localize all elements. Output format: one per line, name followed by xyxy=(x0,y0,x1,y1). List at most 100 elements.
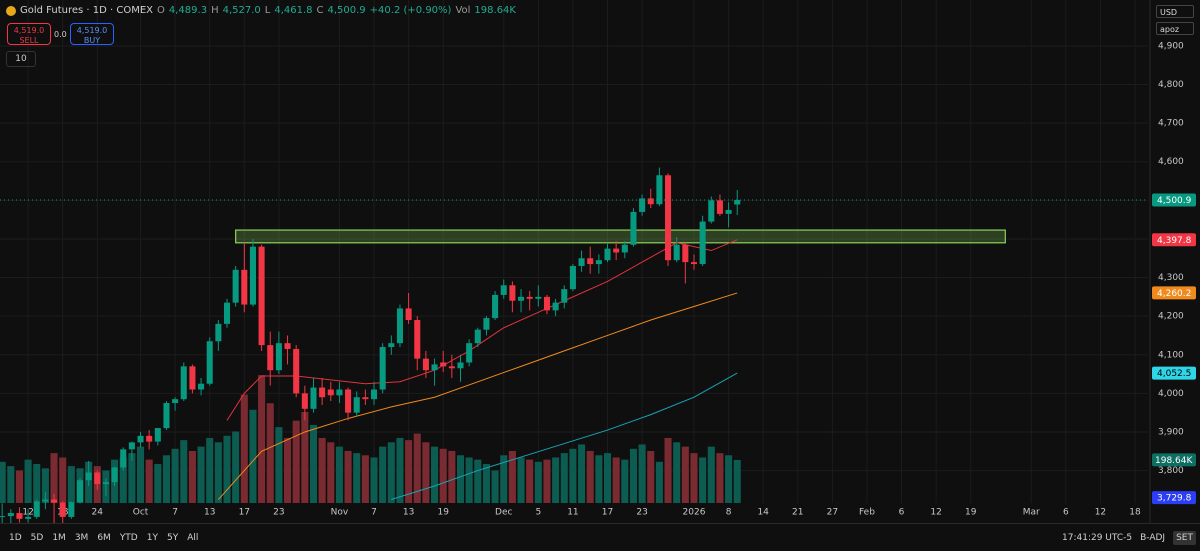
volume-bar xyxy=(578,444,586,503)
x-tick-label: 12 xyxy=(1095,508,1106,518)
candle-body xyxy=(483,318,490,330)
vol-value: 198.64K xyxy=(474,5,516,16)
change: +40.2 (+0.90%) xyxy=(369,5,452,16)
candle-body xyxy=(146,435,153,442)
volume-bar xyxy=(517,457,525,503)
candle-body xyxy=(405,308,412,321)
candle-body xyxy=(189,366,196,390)
x-tick-label: 2026 xyxy=(683,508,706,518)
candle-body xyxy=(543,296,551,311)
range-button[interactable]: 3M xyxy=(74,533,89,543)
volume-bar xyxy=(214,442,222,503)
candle-body xyxy=(639,198,646,212)
candle-body xyxy=(500,285,507,295)
symbol[interactable]: Gold Futures · 1D · COMEX xyxy=(20,5,154,16)
volume-bar xyxy=(431,446,439,503)
volume-bar xyxy=(171,448,179,503)
zone xyxy=(235,229,1006,244)
candle-body xyxy=(561,289,568,303)
volume-bar xyxy=(206,437,214,503)
ohlc-value: 4,461.8 xyxy=(274,5,313,16)
volume-bar xyxy=(284,437,292,503)
price-tag-label: 4,052.5 xyxy=(1157,369,1191,379)
candle-body xyxy=(388,343,395,348)
candle-body xyxy=(267,345,274,371)
range-button[interactable]: 1Y xyxy=(146,533,158,543)
candle-body xyxy=(163,403,170,429)
y-tick-label: 4,800 xyxy=(1158,80,1184,90)
y-tick-label: 4,600 xyxy=(1158,157,1184,167)
candle-body xyxy=(215,323,222,342)
buy-label: BUY xyxy=(83,36,101,45)
volume-bar xyxy=(638,444,646,503)
volume-bar xyxy=(655,461,663,503)
price-tag xyxy=(1152,286,1196,300)
currency[interactable]: USD xyxy=(1156,5,1194,18)
volume-bar xyxy=(180,440,188,503)
range-button[interactable]: All xyxy=(187,533,199,543)
volume-bar xyxy=(258,375,266,503)
symbol-icon xyxy=(6,5,16,16)
x-tick-label: 24 xyxy=(92,508,104,518)
sell-button[interactable]: 4,519.0 SELL xyxy=(7,23,51,45)
candle-body xyxy=(422,358,429,371)
candle-body xyxy=(535,296,542,299)
candle-body xyxy=(509,285,516,301)
volume-bar xyxy=(7,466,15,503)
candle-body xyxy=(362,397,369,400)
candle-body xyxy=(293,348,300,394)
volume-bar xyxy=(301,411,309,503)
volume-bar xyxy=(249,409,257,503)
x-tick-label: Feb xyxy=(859,508,875,518)
session[interactable]: SET xyxy=(1173,531,1196,545)
sell-price: 4,519.0 xyxy=(13,26,45,35)
y-tick-label: 4,900 xyxy=(1158,41,1184,51)
spread: 0.0 xyxy=(54,30,67,39)
volume-bar xyxy=(543,459,551,503)
range-button[interactable]: YTD xyxy=(119,533,138,543)
candle-body xyxy=(0,516,6,518)
volume-bar xyxy=(603,453,612,503)
range-button[interactable]: 1M xyxy=(52,533,66,543)
candle-body xyxy=(345,389,352,413)
range-button[interactable]: 6M xyxy=(97,533,111,543)
volume-bar xyxy=(586,450,594,503)
candle-body xyxy=(682,244,689,263)
candle-body xyxy=(630,211,637,245)
candle-body xyxy=(102,482,109,485)
candle-body xyxy=(301,393,308,409)
x-tick-label: 14 xyxy=(757,508,769,518)
x-tick-label: 6 xyxy=(1063,508,1069,518)
price-tag-label: 4,500.9 xyxy=(1157,196,1192,206)
volume-bar xyxy=(353,453,361,503)
range-button[interactable]: 1D xyxy=(9,533,22,543)
volume-bar xyxy=(465,457,473,503)
volume-bar xyxy=(733,459,741,503)
range-button[interactable]: 5D xyxy=(30,533,44,543)
candle-body xyxy=(16,513,23,519)
unit[interactable]: apoz xyxy=(1156,22,1194,35)
candle-body xyxy=(466,343,473,363)
y-tick-label: 3,800 xyxy=(1158,466,1184,476)
volume-bar xyxy=(15,470,23,503)
volume-bar xyxy=(223,435,231,503)
volume-bar xyxy=(448,450,456,503)
volume-bar xyxy=(612,457,620,503)
moving-average xyxy=(391,372,738,501)
buy-button[interactable]: 4,519.0 BUY xyxy=(70,23,114,45)
adjustment[interactable]: B-ADJ xyxy=(1140,533,1166,543)
x-tick-label: 19 xyxy=(965,508,977,518)
volume-bar xyxy=(162,455,170,503)
volume-bar xyxy=(725,455,733,503)
volume-bar xyxy=(716,453,724,503)
candle-body xyxy=(604,248,611,261)
x-tick-label: 27 xyxy=(827,508,838,518)
candle-body xyxy=(656,175,663,205)
range-button[interactable]: 5Y xyxy=(166,533,179,543)
indicators-toggle[interactable]: 10 xyxy=(6,51,36,67)
candle-body xyxy=(457,362,464,369)
candle-body xyxy=(673,244,680,261)
volume-tag xyxy=(1152,453,1196,467)
ohlc-label: H xyxy=(211,5,219,16)
x-tick-label: 8 xyxy=(726,508,732,518)
